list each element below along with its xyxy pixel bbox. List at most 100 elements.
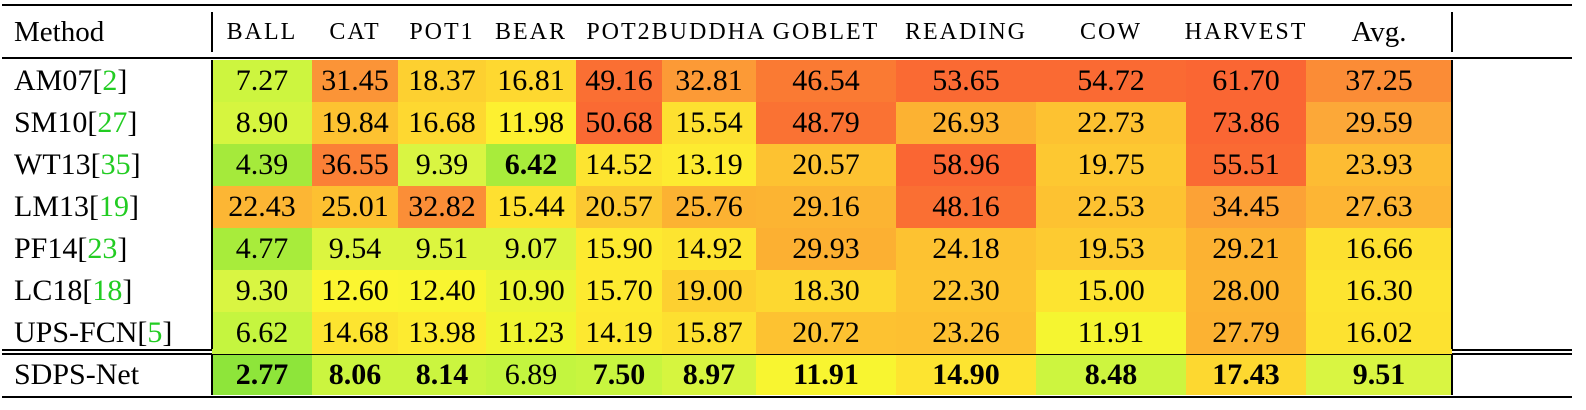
bottom-rule <box>2 396 1572 398</box>
value-cell: 15.70 <box>576 270 662 312</box>
avg-column-rule <box>1451 60 1453 349</box>
value-cell: 14.92 <box>662 228 756 270</box>
ref-bracket: [ <box>92 64 103 97</box>
method-name: AM07 [2] <box>14 60 127 102</box>
value-cell: 22.43 <box>212 186 312 228</box>
citation-link[interactable]: 18 <box>92 274 123 307</box>
value-cell: 8.48 <box>1036 355 1186 395</box>
value-cell: 11.23 <box>486 312 576 354</box>
ref-bracket: ] <box>130 148 141 181</box>
value-cell: 53.65 <box>896 60 1036 102</box>
value-cell: 55.51 <box>1186 144 1306 186</box>
value-cell: 11.98 <box>486 102 576 144</box>
value-cell: 14.90 <box>896 355 1036 395</box>
ref-bracket: ] <box>117 64 128 97</box>
value-cell: 6.42 <box>486 144 576 186</box>
method-name: LC18 [18] <box>14 270 132 312</box>
value-cell: 19.75 <box>1036 144 1186 186</box>
value-cell: 20.72 <box>756 312 896 354</box>
ref-bracket: ] <box>127 106 138 139</box>
value-cell: 14.52 <box>576 144 662 186</box>
method-label: AM07 <box>14 64 93 97</box>
method-label: SDPS-Net <box>14 358 140 391</box>
value-cell: 16.30 <box>1306 270 1452 312</box>
header-ball: BALL <box>226 18 298 45</box>
value-cell: 31.45 <box>312 60 398 102</box>
value-cell: 37.25 <box>1306 60 1452 102</box>
value-cell: 19.84 <box>312 102 398 144</box>
value-cell: 49.16 <box>576 60 662 102</box>
value-cell: 15.00 <box>1036 270 1186 312</box>
avg-column-rule <box>1451 355 1453 395</box>
ref-bracket: [ <box>87 106 98 139</box>
ref-bracket: ] <box>162 316 173 349</box>
value-cell: 20.57 <box>576 186 662 228</box>
value-cell: 19.00 <box>662 270 756 312</box>
ref-bracket: ] <box>122 274 133 307</box>
value-cell: 9.30 <box>212 270 312 312</box>
header-rule <box>2 57 1572 59</box>
value-cell: 4.39 <box>212 144 312 186</box>
value-cell: 46.54 <box>756 60 896 102</box>
citation-link[interactable]: 35 <box>100 148 131 181</box>
value-cell: 27.63 <box>1306 186 1452 228</box>
value-cell: 2.77 <box>212 355 312 395</box>
value-cell: 15.54 <box>662 102 756 144</box>
value-cell: 29.59 <box>1306 102 1452 144</box>
value-cell: 9.51 <box>1306 355 1452 395</box>
header-avg: Avg. <box>1351 15 1407 48</box>
method-label: LC18 <box>14 274 83 307</box>
value-cell: 28.00 <box>1186 270 1306 312</box>
header-buddha: BUDDHA <box>651 18 767 45</box>
ref-bracket: [ <box>82 274 93 307</box>
method-name: PF14 [23] <box>14 228 127 270</box>
value-cell: 26.93 <box>896 102 1036 144</box>
value-cell: 24.18 <box>896 228 1036 270</box>
value-cell: 29.21 <box>1186 228 1306 270</box>
value-cell: 14.19 <box>576 312 662 354</box>
top-rule <box>2 4 1572 6</box>
value-cell: 9.39 <box>398 144 486 186</box>
method-column-rule <box>211 355 213 395</box>
method-header: Method <box>14 15 105 48</box>
ref-bracket: [ <box>89 190 99 223</box>
citation-link[interactable]: 23 <box>87 232 118 265</box>
value-cell: 23.26 <box>896 312 1036 354</box>
citation-link[interactable]: 5 <box>147 316 163 349</box>
value-cell: 9.07 <box>486 228 576 270</box>
citation-link[interactable]: 2 <box>102 64 118 97</box>
value-cell: 16.66 <box>1306 228 1452 270</box>
value-cell: 34.45 <box>1186 186 1306 228</box>
value-cell: 22.30 <box>896 270 1036 312</box>
value-cell: 19.53 <box>1036 228 1186 270</box>
ref-bracket: ] <box>129 190 139 223</box>
value-cell: 6.62 <box>212 312 312 354</box>
value-cell: 8.97 <box>662 355 756 395</box>
value-cell: 8.90 <box>212 102 312 144</box>
ref-bracket: [ <box>90 148 101 181</box>
method-label: PF14 <box>14 232 78 265</box>
citation-link[interactable]: 19 <box>99 190 129 223</box>
method-name: LM13 [19] <box>14 186 139 228</box>
value-cell: 13.19 <box>662 144 756 186</box>
header-reading: READING <box>905 18 1027 45</box>
value-cell: 48.16 <box>896 186 1036 228</box>
header-bear: BEAR <box>494 18 567 45</box>
value-cell: 17.43 <box>1186 355 1306 395</box>
value-cell: 61.70 <box>1186 60 1306 102</box>
value-cell: 9.51 <box>398 228 486 270</box>
header-cow: COW <box>1080 18 1142 45</box>
value-cell: 23.93 <box>1306 144 1452 186</box>
value-cell: 11.91 <box>756 355 896 395</box>
value-cell: 25.76 <box>662 186 756 228</box>
citation-link[interactable]: 27 <box>97 106 128 139</box>
value-cell: 58.96 <box>896 144 1036 186</box>
value-cell: 25.01 <box>312 186 398 228</box>
method-label: SM10 <box>14 106 88 139</box>
separator-rule-2 <box>2 353 1572 355</box>
method-name: SM10 [27] <box>14 102 137 144</box>
value-cell: 6.89 <box>486 355 576 395</box>
value-cell: 12.40 <box>398 270 486 312</box>
value-cell: 54.72 <box>1036 60 1186 102</box>
